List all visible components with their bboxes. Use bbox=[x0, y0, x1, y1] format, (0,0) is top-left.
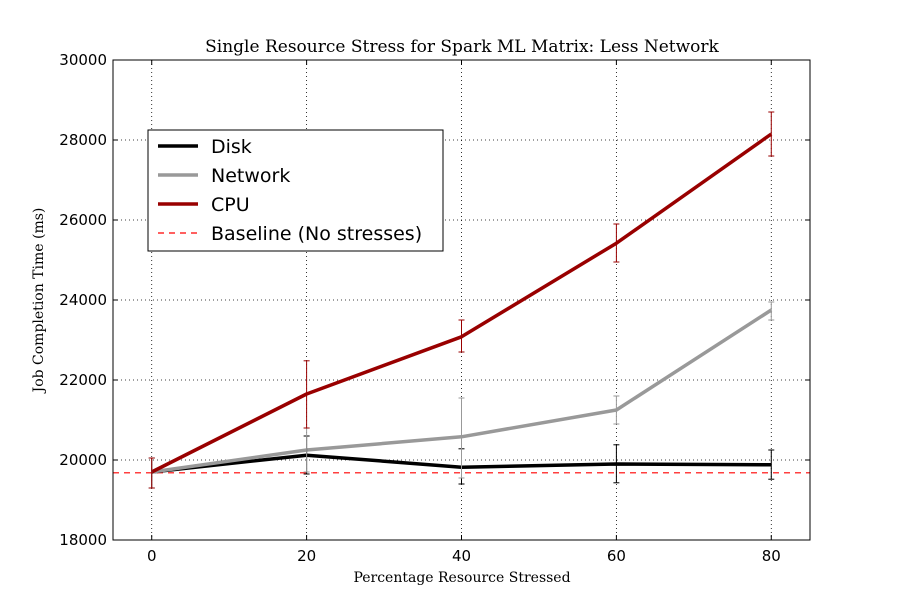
error-bar-cpu bbox=[458, 319, 465, 353]
error-bar-cpu bbox=[613, 223, 620, 263]
error-bar-disk bbox=[768, 449, 775, 480]
legend-label: CPU bbox=[211, 194, 250, 216]
y-tick-label: 20000 bbox=[59, 451, 107, 469]
error-bar-cpu bbox=[768, 111, 775, 157]
legend-box bbox=[147, 129, 444, 252]
error-bar-disk bbox=[613, 444, 620, 484]
error-bar-network bbox=[458, 397, 465, 479]
error-bar-cpu bbox=[303, 360, 310, 429]
error-bar-network bbox=[613, 395, 620, 425]
legend: Disk Network CPU Baseline (No stresses) bbox=[147, 129, 444, 252]
y-tick-label: 22000 bbox=[59, 371, 107, 389]
y-tick-label: 30000 bbox=[59, 51, 107, 69]
legend-label: Network bbox=[211, 165, 290, 187]
error-bar-network bbox=[768, 301, 775, 321]
x-tick-label: 20 bbox=[297, 547, 316, 565]
x-axis-label: Percentage Resource Stressed bbox=[353, 570, 570, 586]
plot-area-frame bbox=[112, 59, 811, 541]
plot-series bbox=[113, 111, 810, 489]
y-tick-label: 28000 bbox=[59, 131, 107, 149]
legend-label: Disk bbox=[211, 136, 252, 158]
y-tick-label: 18000 bbox=[59, 531, 107, 549]
chart-title: Single Resource Stress for Spark ML Matr… bbox=[205, 37, 719, 57]
x-tick-label: 0 bbox=[147, 547, 157, 565]
x-tick-label: 40 bbox=[452, 547, 471, 565]
x-tick-label: 80 bbox=[762, 547, 781, 565]
y-tick-label: 24000 bbox=[59, 291, 107, 309]
error-bar-cpu bbox=[148, 457, 155, 489]
axis-ticks: 0 20 40 60 80 18000 20000 22000 24000 26000 28000 3… bbox=[59, 51, 810, 565]
y-tick-label: 26000 bbox=[59, 211, 107, 229]
y-axis-label: Job Completion Time (ms) bbox=[31, 208, 47, 395]
x-tick-label: 60 bbox=[607, 547, 626, 565]
legend-label: Baseline (No stresses) bbox=[211, 223, 422, 245]
